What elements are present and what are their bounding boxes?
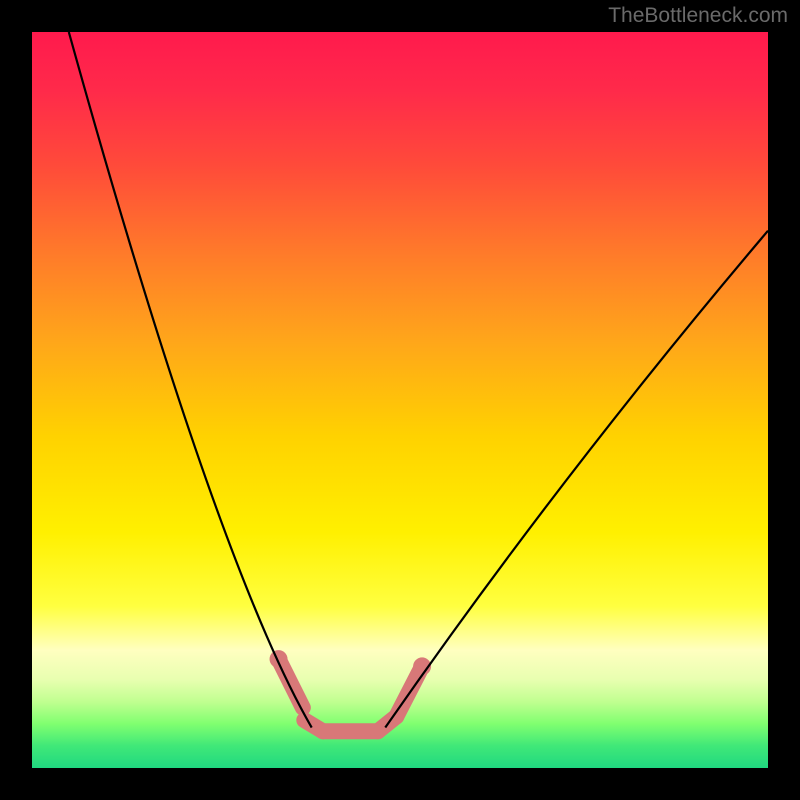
watermark-text: TheBottleneck.com (608, 4, 788, 28)
plot-area (32, 32, 768, 768)
bottleneck-curve (32, 32, 768, 768)
chart-frame: TheBottleneck.com (0, 0, 800, 800)
